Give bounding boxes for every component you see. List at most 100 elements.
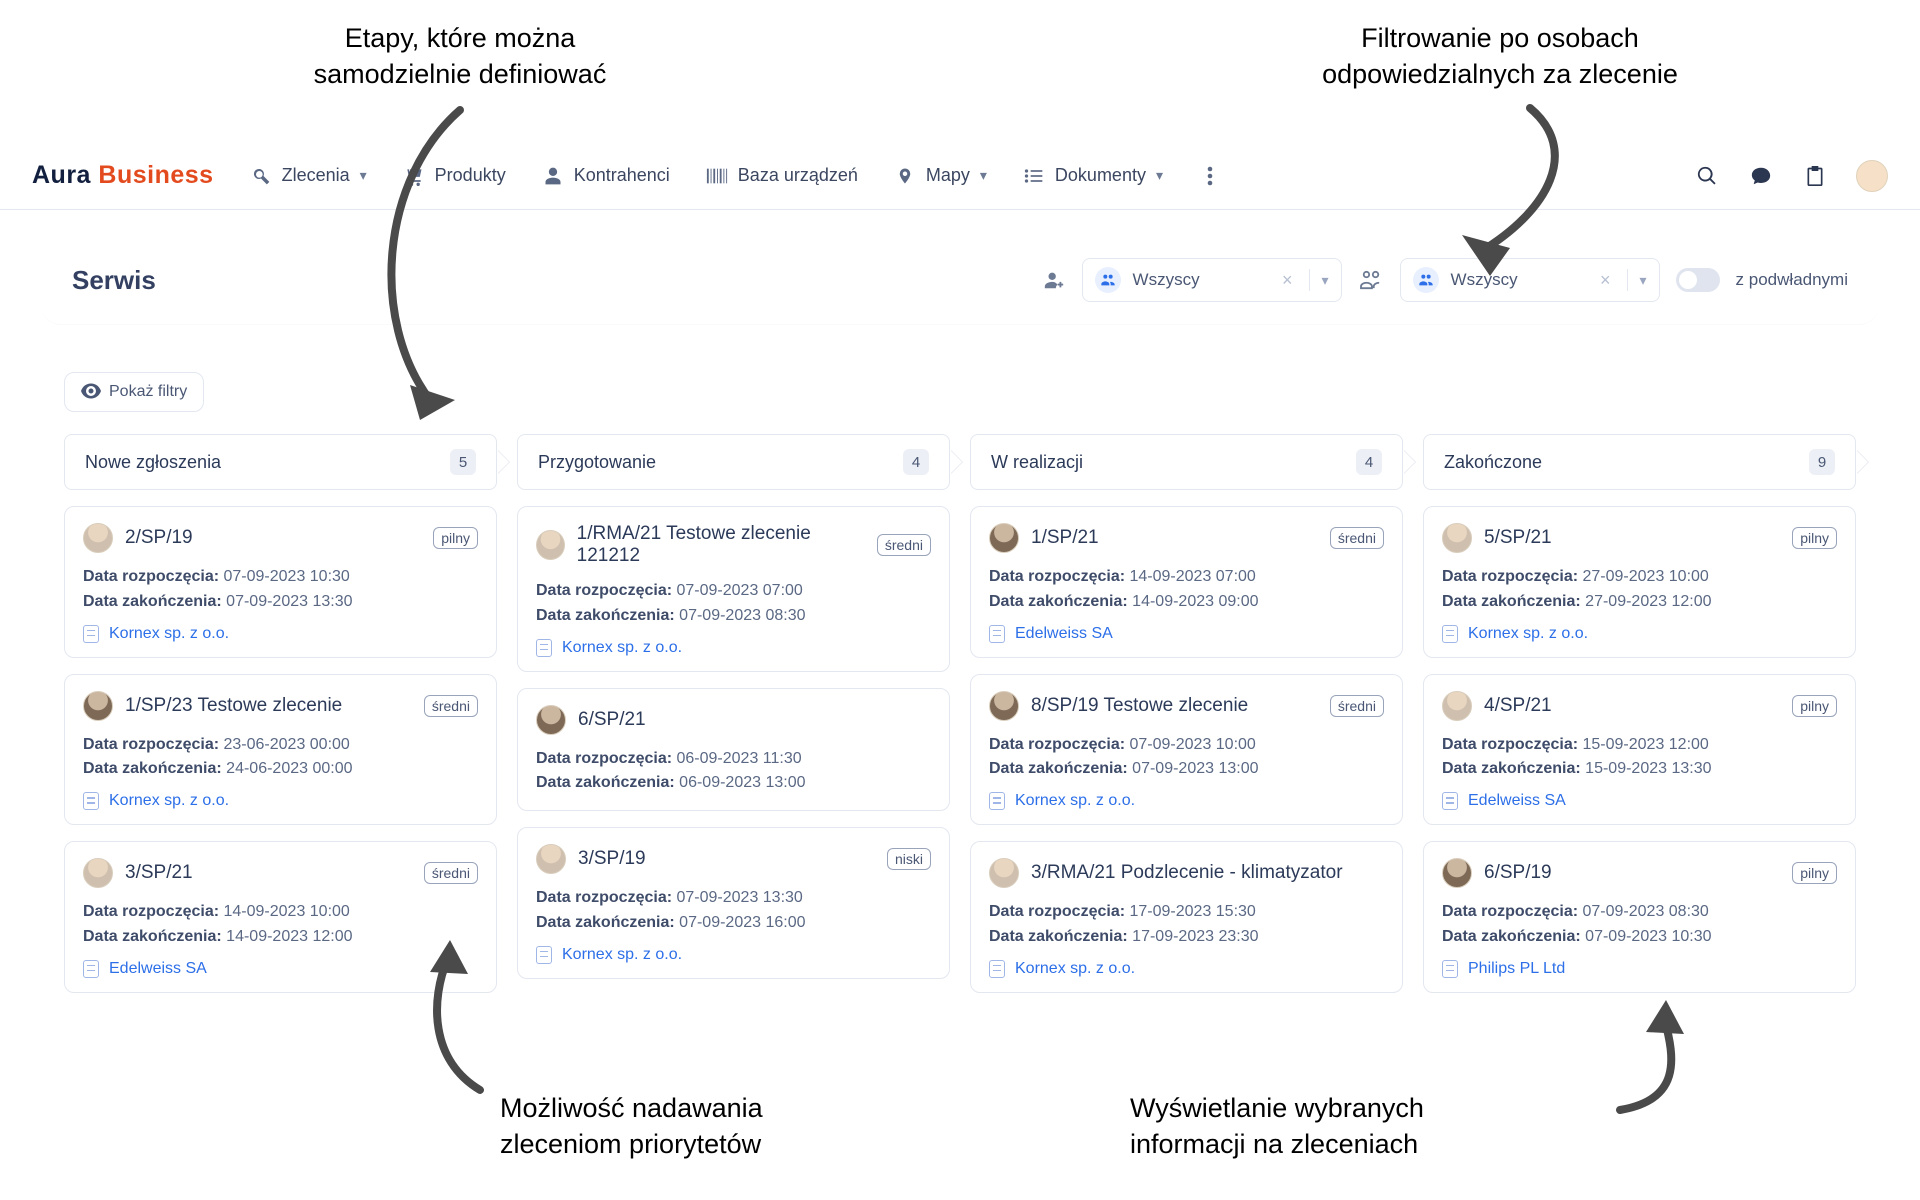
card-meta: Data rozpoczęcia: 06-09-2023 11:30Data z… xyxy=(536,747,931,797)
column-header[interactable]: Zakończone 9 xyxy=(1423,434,1856,490)
card-meta: Data rozpoczęcia: 17-09-2023 15:30Data z… xyxy=(989,900,1384,950)
chat-icon[interactable] xyxy=(1748,163,1774,189)
chevron-down-icon[interactable]: ▾ xyxy=(1322,272,1329,289)
card-company[interactable]: Edelweiss SA xyxy=(1442,792,1837,810)
priority-badge: średni xyxy=(424,862,478,884)
kanban-column: Przygotowanie4 1/RMA/21 Testowe zlecenie … xyxy=(517,434,950,993)
column-header[interactable]: W realizacji4 xyxy=(970,434,1403,490)
clear-icon[interactable]: × xyxy=(1596,270,1615,291)
card-meta: Data rozpoczęcia: 23-06-2023 00:00Data z… xyxy=(83,733,478,783)
user-avatar[interactable] xyxy=(1856,160,1888,192)
card-company-name: Kornex sp. z o.o. xyxy=(1015,792,1135,810)
filter-select-2[interactable]: Wszyscy × ▾ xyxy=(1400,258,1660,302)
annotation-bottom-right: Wyświetlanie wybranychinformacji na zlec… xyxy=(1130,1090,1550,1163)
document-icon xyxy=(83,625,99,643)
nav-maps-label: Mapy xyxy=(926,165,970,186)
clear-icon[interactable]: × xyxy=(1278,270,1297,291)
filter-select-2-value: Wszyscy xyxy=(1451,270,1584,290)
nav-more[interactable] xyxy=(1199,165,1221,187)
column-header[interactable]: Przygotowanie4 xyxy=(517,434,950,490)
search-icon[interactable] xyxy=(1694,163,1720,189)
assignee-avatar xyxy=(1442,523,1472,553)
nav-maps[interactable]: Mapy ▾ xyxy=(894,165,987,187)
card-meta: Data rozpoczęcia: 07-09-2023 07:00Data z… xyxy=(536,579,931,629)
nav-clients[interactable]: Kontrahenci xyxy=(542,165,670,187)
column-count: 5 xyxy=(450,449,476,475)
priority-badge: pilny xyxy=(1792,527,1837,549)
card-company-name: Kornex sp. z o.o. xyxy=(1468,625,1588,643)
card-meta: Data rozpoczęcia: 07-09-2023 10:30Data z… xyxy=(83,565,478,615)
column-count: 4 xyxy=(903,449,929,475)
card-company-name: Philips PL Ltd xyxy=(1468,960,1565,978)
nav-devices[interactable]: Baza urządzeń xyxy=(706,165,858,187)
assignee-avatar xyxy=(536,705,566,735)
priority-badge: średni xyxy=(1330,695,1384,717)
card-company[interactable]: Kornex sp. z o.o. xyxy=(536,639,931,657)
wrench-icon xyxy=(250,165,272,187)
show-filters-button[interactable]: Pokaż filtry xyxy=(64,372,204,412)
card-company[interactable]: Edelweiss SA xyxy=(989,625,1384,643)
nav-documents-label: Dokumenty xyxy=(1055,165,1146,186)
nav-products[interactable]: Produkty xyxy=(403,165,506,187)
filter-select-1[interactable]: Wszyscy × ▾ xyxy=(1082,258,1342,302)
column-title: Zakończone xyxy=(1444,452,1542,473)
card-company[interactable]: Philips PL Ltd xyxy=(1442,960,1837,978)
card-company[interactable]: Edelweiss SA xyxy=(83,960,478,978)
chevron-down-icon: ▾ xyxy=(1156,167,1163,184)
nav-clients-label: Kontrahenci xyxy=(574,165,670,186)
column-count: 9 xyxy=(1809,449,1835,475)
kanban-card[interactable]: 8/SP/19 Testowe zlecenieśredniData rozpo… xyxy=(970,674,1403,826)
clipboard-icon[interactable] xyxy=(1802,163,1828,189)
kanban-card[interactable]: 1/RMA/21 Testowe zlecenie 121212średniDa… xyxy=(517,506,950,672)
subordinates-toggle[interactable] xyxy=(1676,268,1720,292)
priority-badge: niski xyxy=(887,848,931,870)
kanban-card[interactable]: 2/SP/19pilnyData rozpoczęcia: 07-09-2023… xyxy=(64,506,497,658)
kanban-card[interactable]: 3/RMA/21 Podzlecenie - klimatyzator Data … xyxy=(970,841,1403,993)
kanban-card[interactable]: 6/SP/19pilnyData rozpoczęcia: 07-09-2023… xyxy=(1423,841,1856,993)
show-filters-label: Pokaż filtry xyxy=(109,383,187,401)
kanban-card[interactable]: 5/SP/21pilnyData rozpoczęcia: 27-09-2023… xyxy=(1423,506,1856,658)
kanban-card[interactable]: 6/SP/21Data rozpoczęcia: 06-09-2023 11:3… xyxy=(517,688,950,812)
card-meta: Data rozpoczęcia: 27-09-2023 10:00Data z… xyxy=(1442,565,1837,615)
document-icon xyxy=(989,792,1005,810)
page-title: Serwis xyxy=(72,265,156,296)
kanban-card[interactable]: 1/SP/21średniData rozpoczęcia: 14-09-202… xyxy=(970,506,1403,658)
chevron-down-icon[interactable]: ▾ xyxy=(1640,272,1647,289)
document-icon xyxy=(536,639,552,657)
card-title: 3/RMA/21 Podzlecenie - klimatyzator xyxy=(1031,862,1343,884)
card-company[interactable]: Kornex sp. z o.o. xyxy=(83,792,478,810)
document-icon xyxy=(83,792,99,810)
kanban-card[interactable]: 3/SP/19niskiData rozpoczęcia: 07-09-2023… xyxy=(517,827,950,979)
card-company[interactable]: Kornex sp. z o.o. xyxy=(83,625,478,643)
card-company-name: Kornex sp. z o.o. xyxy=(562,639,682,657)
title-card: Serwis Wszyscy × ▾ Wszyscy xyxy=(42,236,1878,324)
card-title: 3/SP/21 xyxy=(125,862,193,884)
card-company-name: Edelweiss SA xyxy=(1015,625,1113,643)
kanban-card[interactable]: 1/SP/23 Testowe zlecenieśredniData rozpo… xyxy=(64,674,497,826)
eye-icon xyxy=(81,383,99,401)
card-company[interactable]: Kornex sp. z o.o. xyxy=(989,960,1384,978)
chevron-down-icon: ▾ xyxy=(980,167,987,184)
subordinates-toggle-label: z podwładnymi xyxy=(1736,270,1848,290)
card-title: 6/SP/19 xyxy=(1484,862,1552,884)
assignee-avatar xyxy=(989,858,1019,888)
kanban-card[interactable]: 4/SP/21pilnyData rozpoczęcia: 15-09-2023… xyxy=(1423,674,1856,826)
nav-documents[interactable]: Dokumenty ▾ xyxy=(1023,165,1163,187)
nav-right xyxy=(1694,160,1888,192)
group-outline-icon xyxy=(1358,270,1384,290)
annotation-top-left: Etapy, które możnasamodzielnie definiowa… xyxy=(260,20,660,93)
priority-badge: pilny xyxy=(1792,695,1837,717)
nav-orders[interactable]: Zlecenia ▾ xyxy=(250,165,367,187)
assignee-avatar xyxy=(1442,691,1472,721)
kanban-card[interactable]: 3/SP/21średniData rozpoczęcia: 14-09-202… xyxy=(64,841,497,993)
card-company[interactable]: Kornex sp. z o.o. xyxy=(1442,625,1837,643)
card-company[interactable]: Kornex sp. z o.o. xyxy=(989,792,1384,810)
filter-select-1-value: Wszyscy xyxy=(1133,270,1266,290)
nav-products-label: Produkty xyxy=(435,165,506,186)
group-icon xyxy=(1413,267,1439,293)
kanban-column: Zakończone 9 5/SP/21pilnyData rozpoczęcia:… xyxy=(1423,434,1856,993)
card-company-name: Edelweiss SA xyxy=(109,960,207,978)
column-header[interactable]: Nowe zgłoszenia5 xyxy=(64,434,497,490)
card-company[interactable]: Kornex sp. z o.o. xyxy=(536,946,931,964)
nav-devices-label: Baza urządzeń xyxy=(738,165,858,186)
